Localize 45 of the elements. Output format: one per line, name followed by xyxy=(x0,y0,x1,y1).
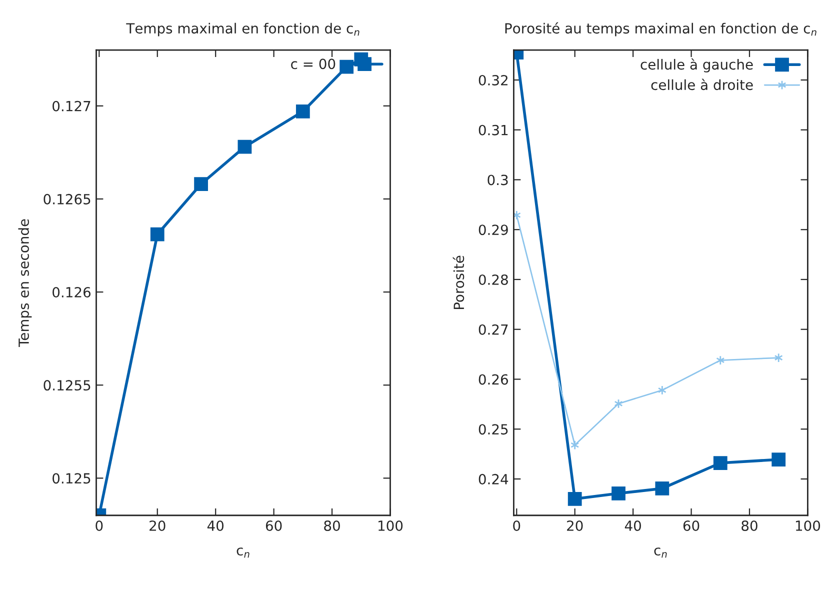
y-axis-title: Temps en seconde xyxy=(18,219,32,348)
x-tick-label: 60 xyxy=(266,520,282,531)
legend-label: cellule à gauche xyxy=(640,58,753,72)
point xyxy=(772,452,786,466)
point xyxy=(194,177,208,192)
legend-label: c = 00 xyxy=(291,58,336,70)
point xyxy=(612,486,626,500)
y-tick-label: 0.28 xyxy=(478,274,508,285)
x-tick-label: 60 xyxy=(683,520,700,531)
y-tick-label: 0.1265 xyxy=(44,194,90,204)
point xyxy=(150,227,164,242)
chart-title: Porosité au temps maximal en fonction de c$_{n}$ xyxy=(505,22,816,36)
point xyxy=(568,492,582,506)
y-tick-label: 0.25 xyxy=(478,424,508,435)
y-tick-label: 0.24 xyxy=(478,474,508,484)
x-tick-label: 20 xyxy=(567,520,583,531)
point xyxy=(238,140,252,154)
x-tick-label: 20 xyxy=(150,520,166,531)
chart-title: Temps maximal en fonction de c$_{n}$ xyxy=(126,22,360,36)
y-tick-label: 0.127 xyxy=(52,100,90,112)
y-tick-label: 0.3 xyxy=(488,174,508,186)
point xyxy=(296,104,310,118)
y-tick-label: 0.26 xyxy=(478,374,508,385)
legend-label: cellule à droite xyxy=(651,78,753,90)
y-tick-label: 0.27 xyxy=(478,324,508,335)
y-tick-label: 0.32 xyxy=(478,74,508,86)
x-tick-label: 40 xyxy=(207,520,224,531)
x-tick-label: 100 xyxy=(796,520,820,531)
x-tick-label: 0 xyxy=(513,520,520,531)
x-axis-title: c$_{n}$ xyxy=(236,548,250,558)
y-tick-label: 0.1255 xyxy=(44,380,90,391)
point xyxy=(655,482,670,496)
point xyxy=(713,456,728,470)
x-tick-label: 40 xyxy=(624,520,641,531)
x-tick-label: 0 xyxy=(96,520,103,531)
point xyxy=(340,60,354,74)
y-tick-label: 0.126 xyxy=(52,286,91,298)
y-tick-label: 0.125 xyxy=(52,473,90,484)
x-tick-label: 80 xyxy=(742,520,758,531)
y-tick-label: 0.31 xyxy=(478,124,508,136)
y-axis-title: Porosité xyxy=(452,256,464,310)
y-tick-label: 0.29 xyxy=(478,224,508,236)
x-axis-title: c$_{n}$ xyxy=(654,548,667,558)
x-tick-label: 80 xyxy=(324,520,340,531)
x-tick-label: 100 xyxy=(378,520,403,531)
